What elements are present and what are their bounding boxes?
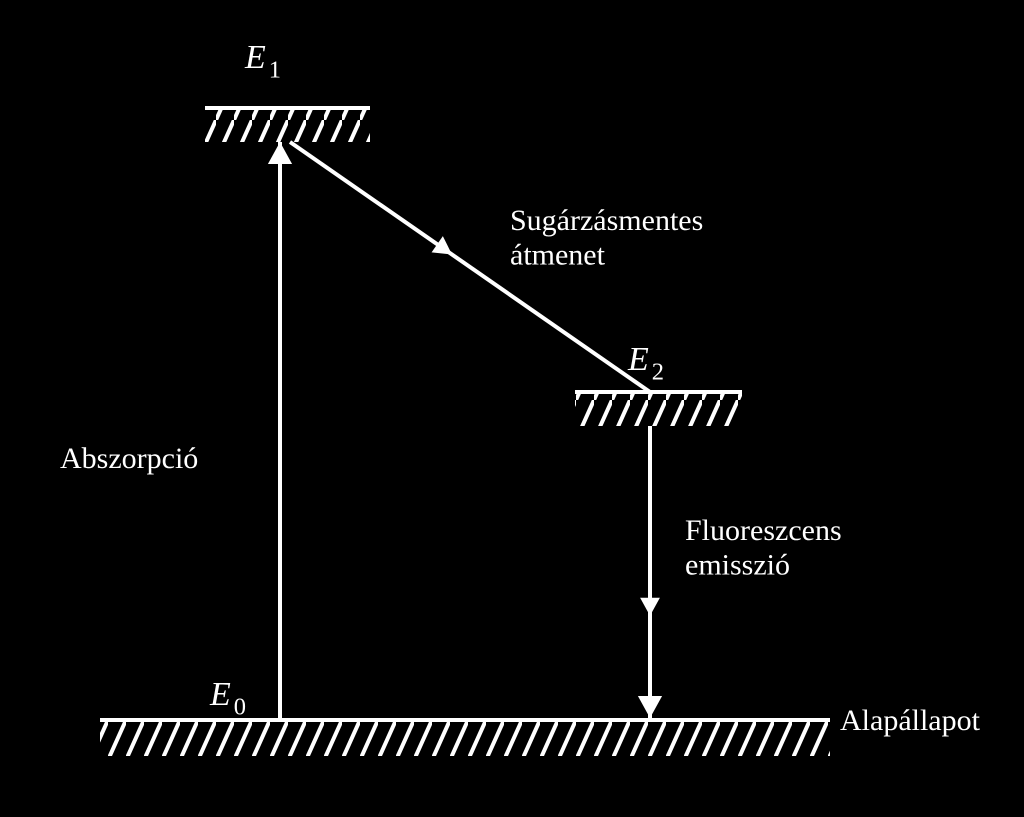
level-E0-hatch (100, 720, 830, 756)
level-E2-hatch (575, 392, 742, 426)
label-absorption: Abszorpció (60, 442, 198, 475)
diagram-background (0, 0, 1024, 817)
label-ground-state: Alapállapot (840, 704, 981, 737)
level-E1-hatch (205, 108, 370, 142)
